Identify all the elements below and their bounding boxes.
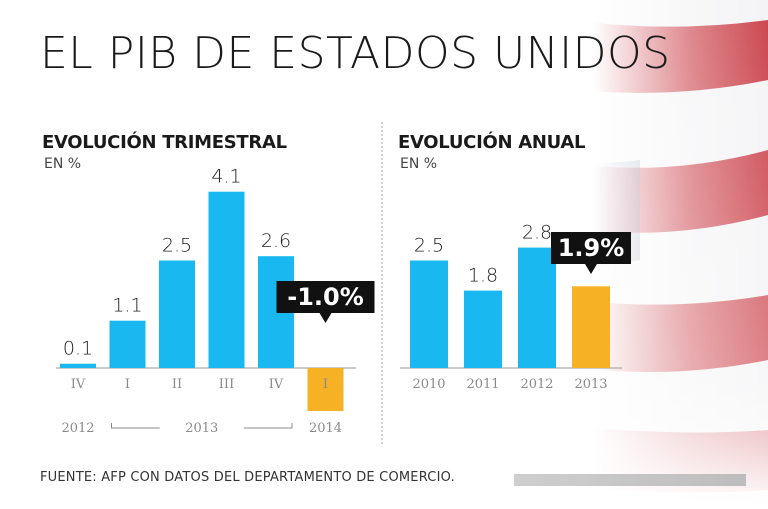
quarterly-bar — [208, 191, 245, 368]
quarterly-tick-label: III — [219, 377, 234, 392]
annual-bar — [572, 286, 610, 368]
quarterly-year-label: 2012 — [61, 421, 94, 436]
quarterly-tick-label: I — [323, 377, 328, 392]
quarterly-year-bracket-right — [243, 423, 293, 429]
annual-callout-pointer — [585, 264, 597, 274]
quarterly-value-label: 4.1 — [211, 166, 241, 188]
annual-callout-label: 1.9% — [558, 234, 625, 262]
annual-chart-title: EVOLUCIÓN ANUAL — [398, 132, 586, 153]
annual-chart-unit: EN % — [400, 156, 438, 172]
annual-bar — [518, 247, 556, 368]
annual-value-label: 1.8 — [468, 265, 498, 287]
annual-bar — [464, 290, 502, 368]
quarterly-callout-pointer — [319, 313, 332, 323]
quarterly-tick-label: IV — [269, 377, 284, 392]
quarterly-value-label: 2.6 — [261, 230, 291, 252]
quarterly-callout-box — [276, 281, 375, 313]
quarterly-year-bracket-left — [111, 423, 160, 429]
annual-bar — [410, 260, 448, 368]
quarterly-value-label: 0.1 — [63, 338, 93, 360]
source-decorative-bar — [514, 474, 746, 486]
annual-tick-label: 2012 — [520, 377, 553, 392]
quarterly-value-label: 1.1 — [112, 295, 142, 317]
page-title: EL PIB DE ESTADOS UNIDOS — [40, 28, 671, 79]
quarterly-bar — [109, 320, 146, 368]
quarterly-year-label: 2014 — [309, 421, 342, 436]
quarterly-bar — [307, 368, 344, 411]
quarterly-bar — [159, 260, 195, 368]
annual-value-label: 2.5 — [414, 235, 444, 257]
annual-tick-label: 2011 — [466, 377, 499, 392]
quarterly-tick-label: I — [125, 377, 130, 392]
quarterly-tick-label: II — [172, 377, 182, 392]
quarterly-tick-label: IV — [71, 377, 86, 392]
quarterly-year-label: 2013 — [185, 421, 218, 436]
quarterly-chart-title: EVOLUCIÓN TRIMESTRAL — [42, 132, 287, 153]
annual-tick-label: 2010 — [412, 377, 445, 392]
source-note: FUENTE: AFP CON DATOS DEL DEPARTAMENTO D… — [40, 470, 455, 485]
annual-callout-box — [551, 232, 631, 264]
quarterly-chart-unit: EN % — [44, 156, 82, 172]
annual-value-label: 2.8 — [522, 222, 552, 244]
annual-tick-label: 2013 — [574, 377, 607, 392]
quarterly-callout-label: -1.0% — [287, 283, 364, 311]
quarterly-value-label: 2.5 — [162, 235, 192, 257]
quarterly-bar — [60, 363, 96, 368]
